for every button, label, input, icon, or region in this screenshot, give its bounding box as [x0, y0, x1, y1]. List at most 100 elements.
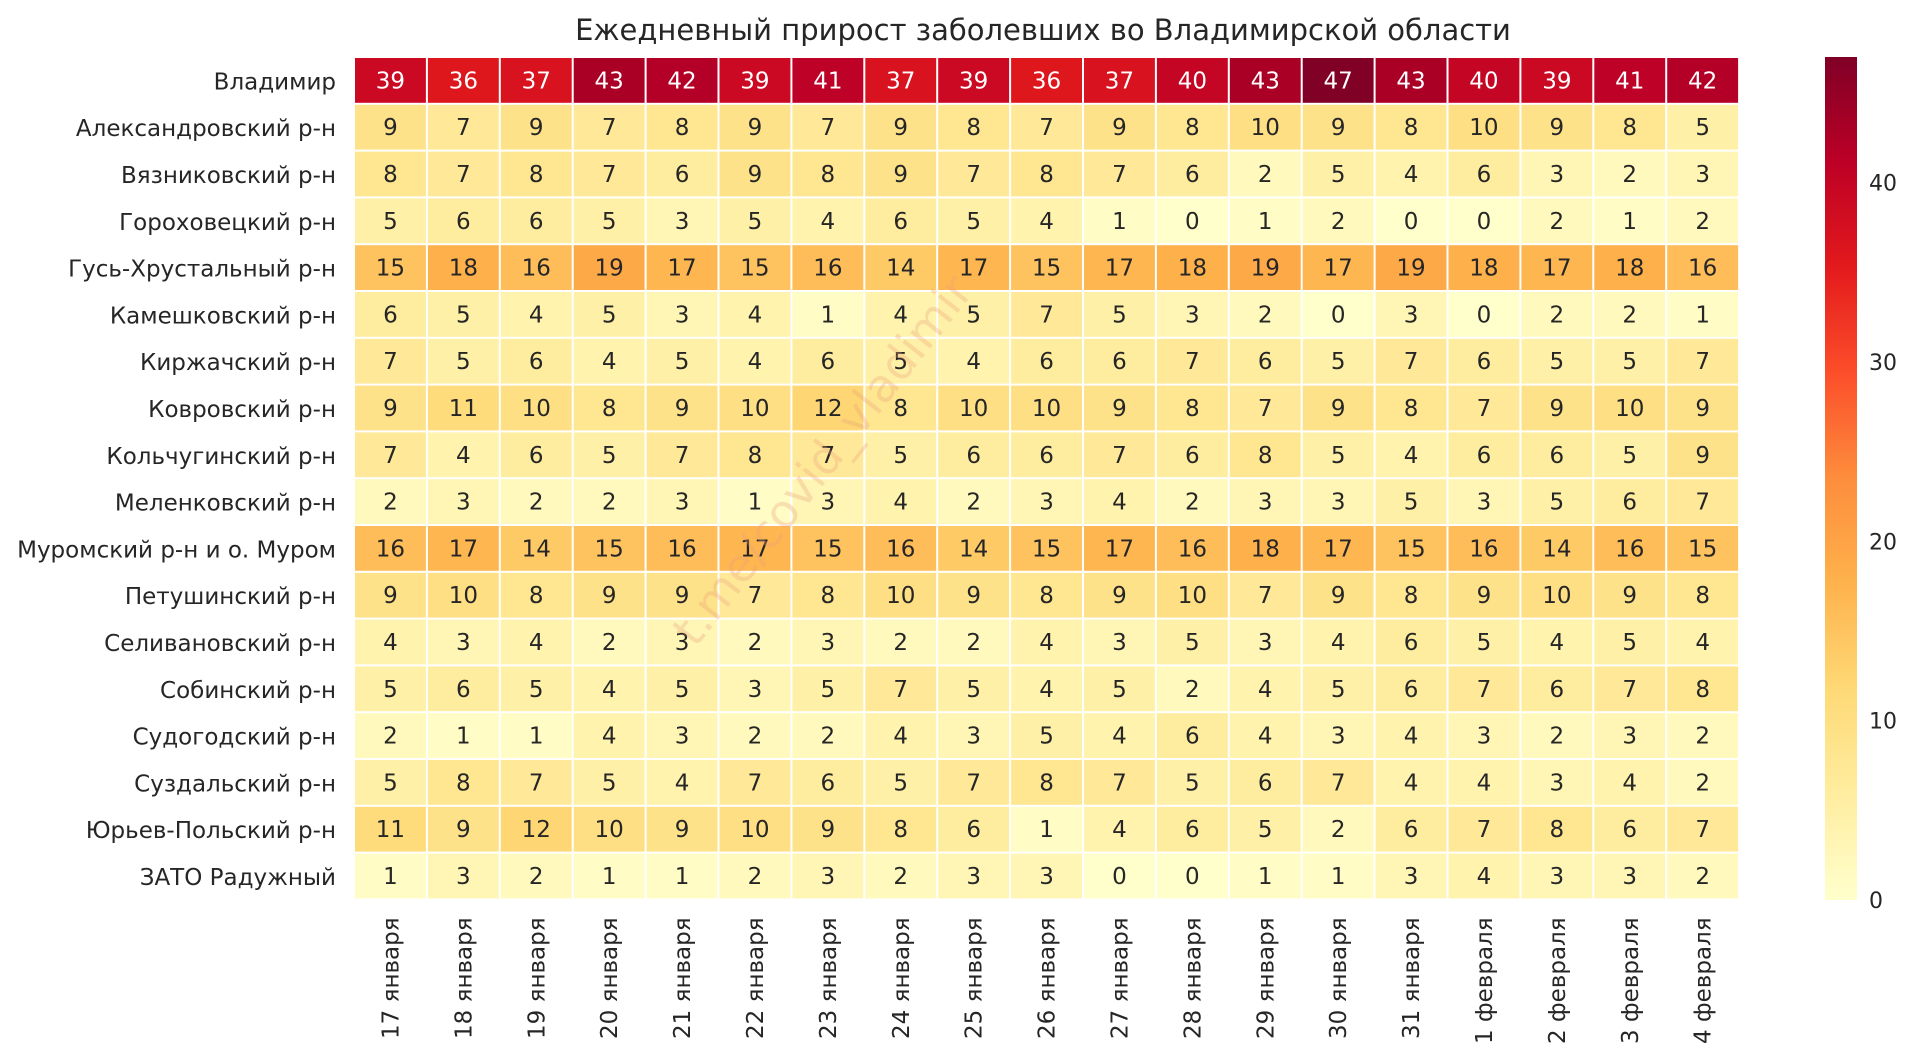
- heatmap-cell: [427, 432, 499, 478]
- heatmap-cell: [500, 198, 572, 244]
- heatmap-cell: [1594, 198, 1666, 244]
- heatmap-cell: [500, 245, 572, 290]
- heatmap-cell: [573, 104, 645, 150]
- heatmap-cell: [500, 666, 572, 712]
- cell-value: 8: [1404, 396, 1419, 422]
- heatmap-cell: [1302, 198, 1374, 244]
- heatmap-cell: [427, 385, 499, 431]
- column-label: 2 февраля: [1545, 917, 1571, 1044]
- cell-value: 5: [602, 302, 617, 328]
- cell-value: 6: [1477, 349, 1492, 375]
- heatmap-cell: [500, 526, 572, 571]
- heatmap-cell: [646, 713, 718, 758]
- cell-value: 17: [1105, 536, 1134, 562]
- heatmap-cell: [1156, 338, 1228, 384]
- heatmap-cell: [865, 385, 937, 431]
- heatmap-cell: [427, 760, 499, 805]
- cell-value: 7: [1477, 396, 1492, 422]
- cell-value: 2: [1185, 677, 1200, 703]
- cell-value: 15: [1396, 536, 1425, 562]
- heatmap-cell: [719, 526, 791, 571]
- cell-value: 42: [667, 68, 696, 94]
- heatmap-cell: [1375, 245, 1447, 290]
- heatmap-cell: [1084, 526, 1155, 571]
- heatmap-cell: [1084, 151, 1155, 197]
- cell-value: 9: [456, 817, 471, 843]
- cell-value: 8: [1404, 115, 1419, 141]
- cell-value: 9: [893, 162, 908, 188]
- heatmap-cell: [1448, 198, 1520, 244]
- heatmap-cell: [792, 432, 864, 478]
- cell-value: 4: [1112, 490, 1127, 516]
- heatmap-cell: [938, 104, 1010, 150]
- heatmap-cell: [1011, 619, 1082, 665]
- heatmap-cell: [1594, 666, 1666, 712]
- cell-value: 4: [966, 349, 981, 375]
- cell-value: 4: [1622, 770, 1637, 796]
- heatmap-cell: [1594, 58, 1666, 103]
- cell-value: 7: [383, 349, 398, 375]
- heatmap-cell: [1667, 432, 1739, 478]
- cell-value: 5: [602, 770, 617, 796]
- colorbar-tick-label: 40: [1869, 172, 1897, 197]
- cell-value: 0: [1477, 209, 1492, 235]
- heatmap-cell: [938, 338, 1010, 384]
- cell-value: 43: [595, 68, 624, 94]
- cell-value: 3: [1404, 864, 1419, 890]
- heatmap-cell: [573, 619, 645, 665]
- cell-value: 3: [1185, 302, 1200, 328]
- heatmap-cell: [1156, 853, 1228, 899]
- cell-value: 15: [813, 536, 842, 562]
- cell-value: 14: [959, 536, 988, 562]
- cell-value: 12: [522, 817, 551, 843]
- heatmap-cell: [427, 58, 499, 103]
- heatmap-cell: [427, 713, 499, 758]
- heatmap-cell: [573, 245, 645, 290]
- cell-value: 4: [529, 630, 544, 656]
- heatmap-cell: [1448, 760, 1520, 805]
- heatmap-cell: [500, 104, 572, 150]
- cell-value: 6: [1550, 677, 1565, 703]
- heatmap-cell: [792, 58, 864, 103]
- heatmap-cell: [1594, 104, 1666, 150]
- heatmap-cell: [719, 760, 791, 805]
- heatmap-cell: [1375, 151, 1447, 197]
- heatmap-cell: [573, 151, 645, 197]
- heatmap-cell: [865, 760, 937, 805]
- cell-value: 39: [740, 68, 769, 94]
- cell-value: 18: [1178, 256, 1207, 282]
- heatmap-cell: [1594, 619, 1666, 665]
- cell-value: 7: [748, 583, 763, 609]
- row-label: Петушинский р-н: [125, 584, 336, 610]
- heatmap-cell: [1084, 853, 1155, 899]
- cell-value: 15: [1032, 536, 1061, 562]
- cell-value: 36: [1032, 68, 1061, 94]
- cell-value: 2: [966, 630, 981, 656]
- heatmap-cell: [1302, 713, 1374, 758]
- cell-value: 4: [748, 349, 763, 375]
- column-label: 30 января: [1326, 917, 1352, 1039]
- heatmap-cell: [1594, 713, 1666, 758]
- heatmap-cell: [865, 432, 937, 478]
- cell-value: 2: [1695, 864, 1710, 890]
- cell-value: 9: [748, 162, 763, 188]
- heatmap-cell: [1156, 479, 1228, 524]
- cell-value: 39: [959, 68, 988, 94]
- colorbar-ticks: 0 10 20 30 40: [1869, 172, 1897, 914]
- heatmap-cell: [1156, 245, 1228, 290]
- cell-value: 7: [1258, 396, 1273, 422]
- cell-value: 1: [1331, 864, 1346, 890]
- heatmap-cell: [1375, 58, 1447, 103]
- cell-value: 3: [1550, 864, 1565, 890]
- heatmap-cell: [1375, 292, 1447, 337]
- heatmap-cell: [938, 760, 1010, 805]
- column-label: 29 января: [1253, 917, 1279, 1039]
- heatmap-cell: [865, 292, 937, 337]
- heatmap-cell: [792, 526, 864, 571]
- cell-value: 3: [456, 630, 471, 656]
- heatmap-cell: [1375, 806, 1447, 852]
- cell-value: 7: [821, 443, 836, 469]
- heatmap-cell: [792, 479, 864, 524]
- cell-value: 8: [1695, 583, 1710, 609]
